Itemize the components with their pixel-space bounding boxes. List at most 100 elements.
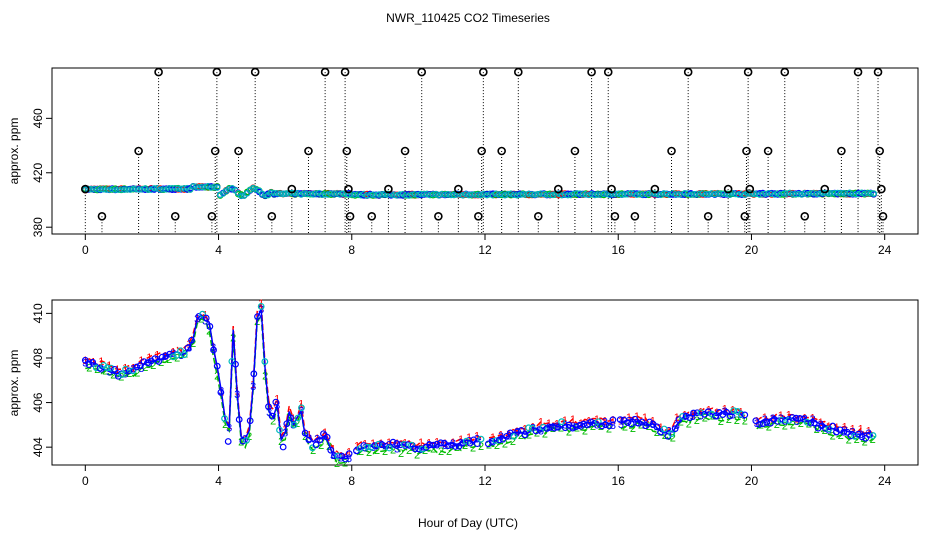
bottom-track-point	[265, 403, 272, 411]
bottom-series-marker: 2	[326, 441, 332, 453]
top-track-point	[588, 190, 596, 198]
bottom-series-marker: 2	[366, 447, 372, 459]
bottom-track-point	[177, 347, 184, 355]
top-track-point	[699, 190, 707, 197]
top-track-point	[276, 190, 284, 197]
bottom-series-marker: 3	[618, 419, 624, 431]
bottom-series-marker: 2	[446, 446, 452, 458]
top-track-point	[579, 191, 587, 198]
bottom-track-point	[188, 336, 195, 344]
top-track-point	[639, 191, 647, 198]
top-track-point	[720, 190, 728, 198]
top-track-point	[130, 185, 137, 193]
top-outlier-point	[837, 146, 846, 156]
bottom-series-marker: 3	[634, 417, 640, 429]
bottom-track-point	[133, 363, 141, 371]
top-track-point	[522, 191, 530, 198]
bottom-series-marker: 3	[114, 369, 120, 381]
top-track-point	[447, 191, 455, 199]
bottom-series-marker: 3	[778, 413, 784, 425]
top-track-point	[303, 190, 311, 198]
bottom-series-marker: 1	[658, 422, 664, 434]
top-track-point	[669, 190, 677, 197]
bottom-track-point	[213, 362, 221, 370]
bottom-track-point	[444, 442, 452, 450]
bottom-series-marker: 1	[834, 422, 840, 434]
bottom-track-point	[847, 432, 855, 440]
bottom-series-marker: 3	[578, 420, 584, 432]
bottom-series-marker: 3	[650, 419, 656, 431]
bottom-track-point	[539, 423, 547, 431]
top-track-point	[789, 190, 797, 197]
bottom-track-point	[576, 421, 584, 429]
bottom-track-point	[125, 367, 133, 375]
top-track-point	[660, 190, 668, 197]
bottom-series-marker: 3	[306, 433, 312, 445]
bottom-series-marker: 2	[502, 439, 508, 451]
top-outlier-point	[763, 146, 773, 156]
bottom-series-marker: 2	[478, 441, 484, 453]
top-track-point	[804, 191, 812, 198]
top-track-point	[678, 191, 686, 198]
top-outlier-point	[587, 67, 596, 77]
bottom-series-marker: 3	[810, 414, 816, 426]
bottom-track-point	[118, 371, 126, 378]
top-outlier-point	[434, 212, 443, 221]
bottom-series-marker: 3	[354, 445, 360, 457]
bottom-series-marker: 2	[702, 412, 708, 424]
bottom-series-marker: 2	[654, 427, 660, 439]
bottom-series-marker: 2	[390, 444, 396, 456]
top-track-point	[642, 190, 650, 198]
top-outlier-point	[878, 212, 888, 221]
top-outlier-point	[570, 146, 580, 156]
top-track-point	[507, 190, 515, 197]
bottom-series-line	[85, 308, 874, 460]
top-track-point	[162, 186, 170, 193]
bottom-track-point	[605, 422, 613, 430]
bottom-series-marker: 2	[862, 437, 868, 449]
top-track-point	[498, 190, 506, 198]
bottom-series-marker: 2	[414, 449, 420, 461]
top-track-point	[813, 190, 820, 197]
top-track-point	[630, 190, 638, 198]
bottom-track-point	[184, 344, 192, 352]
bottom-series-marker: 2	[518, 430, 524, 442]
bottom-series-marker: 2	[142, 362, 148, 374]
top-track-point	[702, 190, 710, 198]
bottom-series-marker: 3	[226, 423, 232, 435]
bottom-series-marker: 3	[658, 426, 664, 438]
bottom-series-marker: 1	[354, 440, 360, 452]
top-outlier-point	[745, 184, 755, 194]
bottom-x-tick-label: 20	[745, 474, 759, 488]
bottom-series-marker: 2	[814, 424, 820, 436]
bottom-series-marker: 3	[826, 424, 832, 436]
bottom-series-marker: 2	[590, 421, 596, 433]
bottom-track-point	[477, 435, 485, 443]
top-track-point	[561, 191, 569, 198]
top-outlier-point	[210, 146, 220, 156]
bottom-track-point	[865, 431, 873, 439]
bottom-series-marker: 1	[82, 355, 88, 367]
bottom-track-point	[558, 418, 566, 426]
bottom-track-point	[803, 418, 811, 426]
top-track-point	[213, 184, 221, 191]
top-track-point	[780, 190, 788, 197]
bottom-track-point	[554, 423, 562, 431]
bottom-series-marker: 2	[438, 446, 444, 458]
bottom-series-marker: 2	[86, 363, 92, 375]
top-track-point	[375, 191, 383, 198]
bottom-series-marker: 2	[102, 366, 108, 378]
bottom-track-point	[158, 353, 166, 361]
bottom-track-point	[287, 414, 294, 422]
bottom-series-marker: 3	[210, 342, 216, 354]
top-track-point	[444, 190, 452, 198]
bottom-series-marker: 3	[298, 405, 304, 417]
top-outlier-point	[853, 67, 863, 77]
bottom-series-marker: 3	[234, 389, 240, 401]
top-track-point	[852, 190, 859, 198]
top-track-point	[103, 186, 110, 193]
top-track-point	[570, 190, 578, 198]
bottom-track-point	[682, 412, 690, 420]
bottom-track-point	[679, 413, 686, 420]
bottom-track-point	[301, 429, 309, 437]
